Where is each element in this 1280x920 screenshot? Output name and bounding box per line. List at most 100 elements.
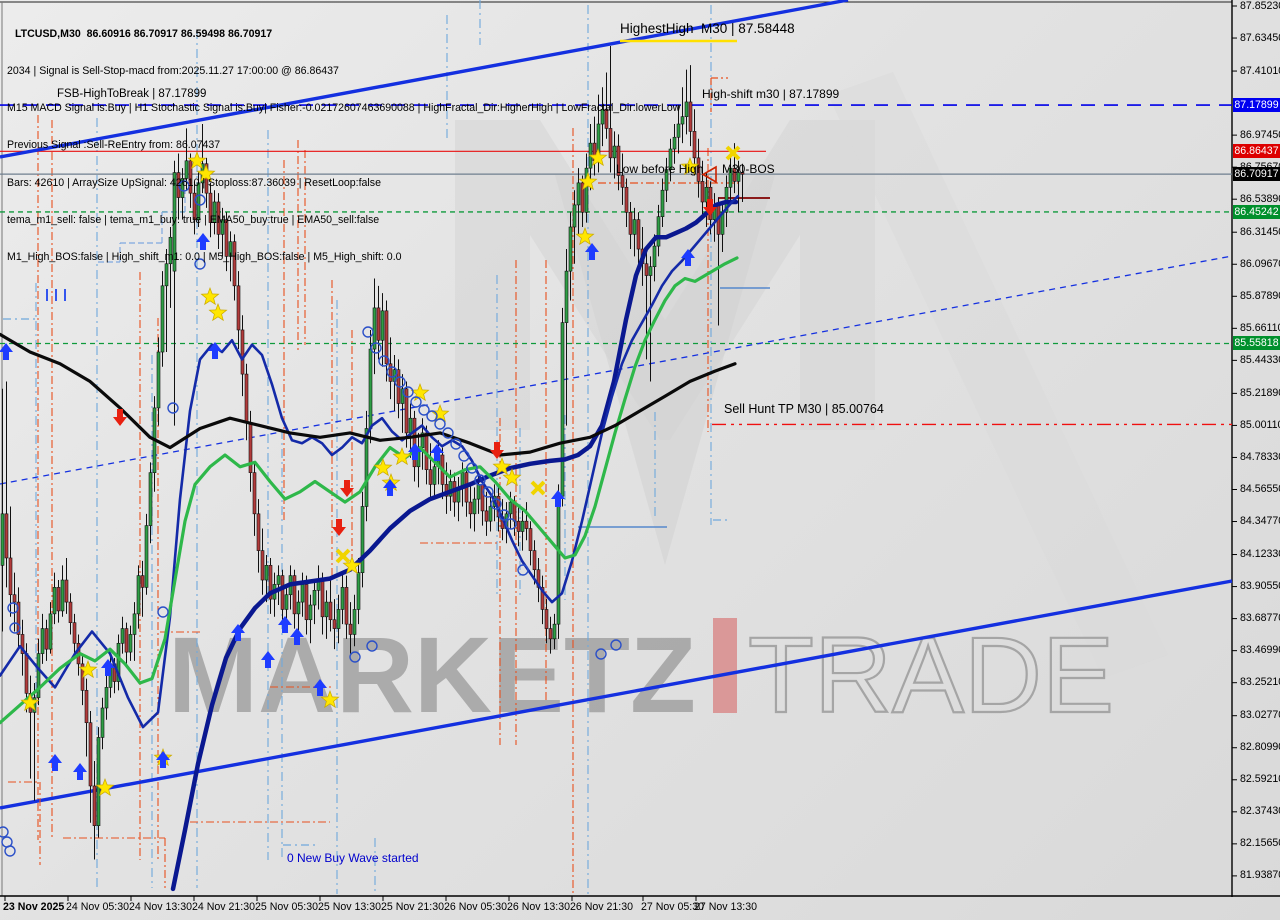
candle-body (44, 628, 49, 650)
candle-body (160, 285, 165, 353)
buy-signal-star-icon (187, 150, 207, 170)
candle-body (240, 329, 245, 375)
candle-body (236, 285, 241, 331)
candle-body (308, 604, 313, 621)
price-tick-label: 86.97450 (1240, 128, 1280, 141)
big_navy-line (170, 199, 739, 892)
price-tick-label: 85.21890 (1240, 386, 1280, 399)
buy-arrow-icon (156, 751, 170, 768)
price-tick-label: 86.31450 (1240, 225, 1280, 238)
candle-body (636, 219, 641, 250)
candle-body (532, 550, 537, 571)
candle-body (556, 495, 561, 625)
candle-body (16, 601, 21, 635)
candle-body (208, 192, 213, 223)
buy-arrow-icon (196, 233, 210, 250)
buy-signal-star-icon (320, 689, 340, 709)
tema-circle-icon (386, 366, 398, 378)
tema-circle-icon (362, 326, 374, 338)
candle-body (728, 167, 733, 188)
candle-body (476, 484, 481, 500)
candle-body (84, 690, 89, 724)
candle-body (676, 123, 681, 138)
time-tick-label: 25 Nov 05:30 (255, 901, 319, 913)
candle-body (136, 575, 141, 615)
buy-signal-star-icon (200, 286, 220, 306)
candle-body (356, 572, 361, 610)
candle-body (704, 186, 709, 203)
tema-circle-icon (474, 474, 486, 486)
candle-body (264, 565, 269, 581)
price-tick-label: 83.02770 (1240, 709, 1280, 722)
price-tick-label: 82.59210 (1240, 773, 1280, 786)
candle-body (560, 322, 565, 497)
candle-body (104, 687, 109, 709)
buy-signal-star-icon (78, 659, 98, 679)
candle-body (520, 520, 525, 532)
candle-body (484, 510, 489, 522)
watermark-trade: TRADE (748, 614, 1114, 735)
tema-circle-icon (9, 622, 21, 634)
buy-signal-star-icon (492, 456, 512, 476)
sell-hunt-tp-label[interactable]: Sell Hunt TP M30 | 85.00764 (724, 402, 884, 416)
buy-signal-star-icon (95, 777, 115, 797)
candle-body (380, 310, 385, 341)
candle-body (132, 613, 137, 635)
candle-body (60, 579, 65, 612)
buy-signal-star-icon (342, 555, 362, 575)
tema-circle-icon (505, 518, 517, 530)
buy-arrow-icon (585, 243, 599, 260)
m30-bos-label[interactable]: M30-BOS (722, 162, 775, 176)
candle-body (648, 266, 653, 276)
candle-body (656, 216, 661, 247)
candle-body (320, 579, 325, 618)
candle-body (100, 707, 105, 738)
candle-body (632, 219, 637, 235)
close-signal-x-icon (725, 145, 741, 161)
candle-body (668, 148, 673, 170)
tema-circle-icon (418, 404, 430, 416)
candle-body (168, 236, 173, 265)
price-tick-label: 85.00110 (1240, 418, 1280, 431)
high-shift-label[interactable]: High-shift m30 | 87.17899 (702, 87, 840, 101)
candle-body (608, 128, 613, 159)
buy-signal-star-icon (20, 692, 40, 712)
upper-trendline[interactable] (0, 0, 849, 159)
candle-body (604, 109, 609, 129)
candle-body (280, 575, 285, 610)
low-before-high-label[interactable]: Low before High (616, 162, 704, 176)
candle-body (616, 145, 621, 176)
candle-body (4, 513, 9, 559)
signal-line: 2034 | Signal is Sell-Stop-macd from:202… (7, 65, 339, 78)
buy-arrow-icon (231, 624, 245, 641)
price-tick-label: 84.34770 (1240, 515, 1280, 528)
tema-ema-line: tema_m1_sell: false | tema_m1_buy: true … (7, 213, 380, 226)
new-buy-wave-label[interactable]: 0 New Buy Wave started (287, 851, 419, 865)
candle-body (180, 178, 185, 198)
buy-arrow-icon (208, 342, 222, 359)
buy-arrow-icon (101, 659, 115, 676)
candle-body (216, 201, 221, 235)
candle-body (72, 622, 77, 644)
candle-body (164, 263, 169, 287)
candle-body (480, 484, 485, 512)
tema-circle-icon (349, 651, 361, 663)
candle-body (116, 642, 121, 682)
buy-signal-star-icon (196, 163, 216, 183)
tema-circle-icon (0, 826, 9, 838)
buy-arrow-icon (681, 249, 695, 266)
candle-body (268, 565, 273, 600)
candle-body (0, 513, 5, 566)
m30-bos-arrow-icon (701, 165, 717, 184)
candle-body (120, 628, 125, 644)
candle-body (468, 501, 473, 515)
candle-body (324, 601, 329, 618)
lower-trendline[interactable] (0, 579, 1233, 810)
highest-high-label[interactable]: HighestHigh M30 | 87.58448 (620, 21, 795, 36)
candle-body (40, 628, 45, 654)
fsb-high-to-break-label[interactable]: FSB-HighToBreak | 87.17899 (57, 88, 207, 100)
candle-body (620, 175, 625, 188)
buy-arrow-icon (313, 679, 327, 696)
